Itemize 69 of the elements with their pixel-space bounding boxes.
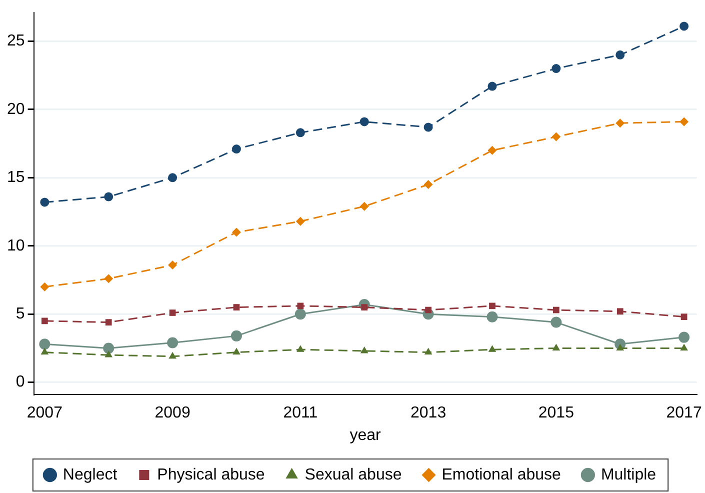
point xyxy=(232,144,241,154)
point xyxy=(552,132,561,142)
point xyxy=(424,348,432,355)
point xyxy=(40,348,49,355)
x-axis-title: year xyxy=(350,426,382,444)
point xyxy=(104,192,114,202)
point xyxy=(424,180,433,189)
point xyxy=(680,117,689,126)
point xyxy=(488,82,497,91)
point xyxy=(488,146,497,155)
legend-label: Sexual abuse xyxy=(304,466,402,484)
y-tick-label: 25 xyxy=(7,32,25,50)
point xyxy=(169,310,176,316)
point xyxy=(104,350,112,358)
point xyxy=(616,118,625,128)
point xyxy=(680,314,688,320)
point xyxy=(168,173,178,182)
legend-label: Multiple xyxy=(600,466,656,484)
point xyxy=(296,216,305,226)
point xyxy=(294,308,306,320)
point xyxy=(552,306,560,314)
x-tick-label: 2011 xyxy=(283,404,318,422)
point xyxy=(168,352,176,359)
point xyxy=(105,319,112,326)
point xyxy=(552,344,560,350)
point xyxy=(103,342,114,354)
point xyxy=(232,348,240,355)
point xyxy=(680,22,689,31)
point xyxy=(488,345,496,352)
x-tick-label: 2015 xyxy=(538,404,574,422)
x-tick-label: 2017 xyxy=(666,404,702,422)
y-tick-label: 20 xyxy=(7,100,25,118)
point xyxy=(40,282,50,292)
y-tick-label: 15 xyxy=(7,169,25,186)
point xyxy=(233,304,240,310)
point xyxy=(486,311,498,322)
point xyxy=(167,337,178,348)
point xyxy=(296,128,305,138)
point xyxy=(41,318,48,324)
legend-label: Physical abuse xyxy=(157,466,265,484)
point xyxy=(296,345,304,352)
legend-label: Neglect xyxy=(62,466,118,484)
point xyxy=(39,338,50,350)
point xyxy=(552,64,561,74)
point xyxy=(230,330,242,342)
point xyxy=(616,50,625,60)
point xyxy=(680,344,688,350)
point xyxy=(168,260,178,270)
legend-label: Emotional abuse xyxy=(442,466,562,484)
y-tick-label: 5 xyxy=(16,306,25,323)
x-tick-label: 2013 xyxy=(410,404,446,422)
point xyxy=(360,202,369,211)
point xyxy=(678,332,690,343)
y-tick-label: 10 xyxy=(7,237,25,254)
point xyxy=(424,122,433,132)
point xyxy=(425,306,432,314)
y-tick-label: 0 xyxy=(16,374,25,391)
point xyxy=(616,308,624,315)
point xyxy=(104,274,114,284)
point xyxy=(616,344,624,350)
point xyxy=(360,117,369,126)
point xyxy=(40,198,50,207)
point xyxy=(360,346,368,354)
x-tick-label: 2007 xyxy=(26,404,63,422)
point xyxy=(489,302,496,310)
point xyxy=(550,316,562,328)
point xyxy=(297,302,304,310)
x-tick-label: 2009 xyxy=(154,404,190,422)
point xyxy=(232,228,241,237)
